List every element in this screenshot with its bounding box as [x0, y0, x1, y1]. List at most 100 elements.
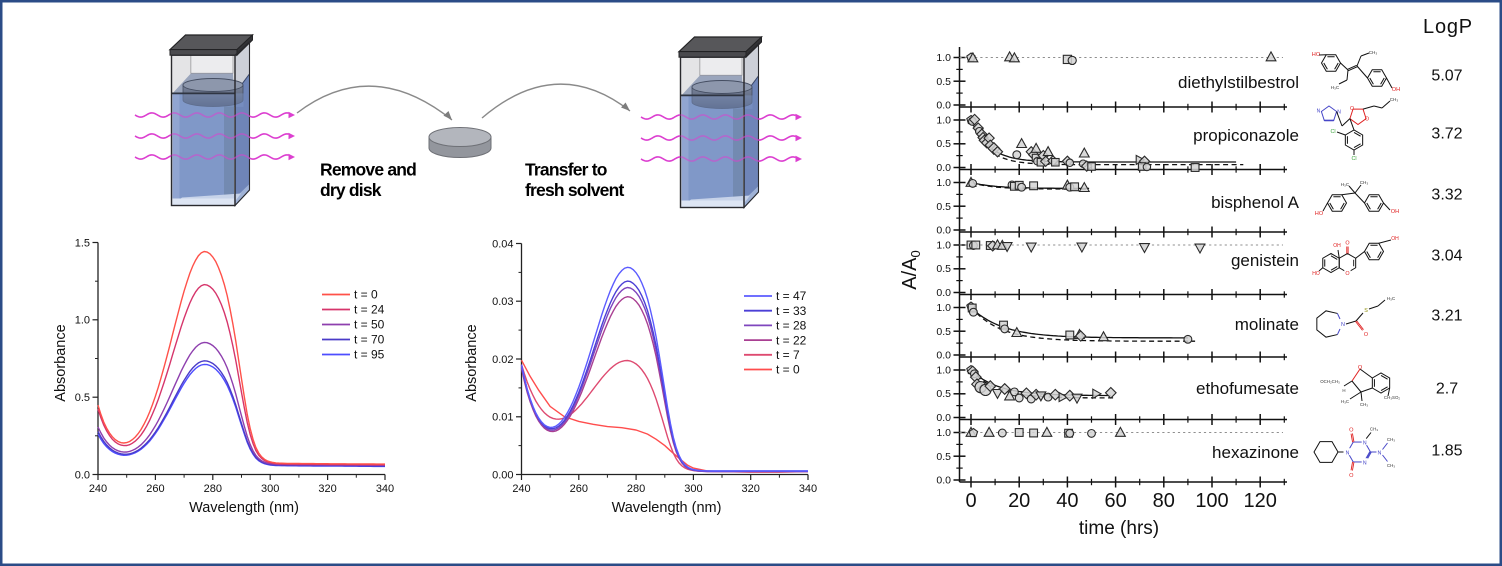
- svg-text:CH₃: CH₃: [1387, 463, 1395, 468]
- svg-text:dry disk: dry disk: [320, 180, 382, 200]
- svg-text:0.0: 0.0: [936, 100, 951, 112]
- svg-text:O: O: [1349, 473, 1354, 479]
- svg-text:0.5: 0.5: [936, 326, 951, 338]
- svg-text:0.5: 0.5: [936, 263, 951, 275]
- svg-text:OCH₂CH₃: OCH₂CH₃: [1320, 379, 1340, 384]
- svg-text:0.5: 0.5: [936, 76, 951, 88]
- svg-text:H₃C: H₃C: [1331, 85, 1340, 90]
- svg-text:t = 47: t = 47: [776, 289, 807, 303]
- svg-text:ethofumesate: ethofumesate: [1196, 379, 1299, 398]
- svg-text:OH: OH: [1391, 236, 1399, 242]
- svg-text:CH₃: CH₃: [1369, 50, 1378, 55]
- svg-text:t = 0: t = 0: [354, 288, 378, 302]
- svg-text:320: 320: [742, 483, 760, 495]
- svg-text:240: 240: [512, 483, 530, 495]
- svg-text:O: O: [1365, 117, 1369, 123]
- svg-text:molinate: molinate: [1235, 315, 1299, 334]
- svg-text:t = 28: t = 28: [776, 319, 807, 333]
- svg-text:20: 20: [1008, 490, 1030, 512]
- svg-text:Cl: Cl: [1351, 156, 1356, 162]
- svg-text:hexazinone: hexazinone: [1212, 443, 1299, 462]
- svg-text:1.0: 1.0: [936, 302, 951, 314]
- svg-text:0.04: 0.04: [492, 238, 513, 250]
- svg-text:N: N: [1337, 110, 1341, 116]
- svg-text:0.5: 0.5: [936, 451, 951, 463]
- svg-text:OH: OH: [1392, 87, 1400, 93]
- svg-text:CH₃: CH₃: [1387, 437, 1395, 442]
- svg-text:3.04: 3.04: [1431, 248, 1462, 265]
- svg-text:280: 280: [627, 483, 645, 495]
- svg-text:OH: OH: [1333, 243, 1341, 249]
- svg-text:0.0: 0.0: [936, 162, 951, 174]
- svg-text:3.72: 3.72: [1431, 126, 1462, 143]
- svg-text:O: O: [1349, 428, 1354, 434]
- svg-text:t = 70: t = 70: [354, 333, 385, 347]
- svg-text:3.32: 3.32: [1431, 187, 1462, 204]
- svg-text:0.01: 0.01: [492, 412, 513, 424]
- svg-text:O: O: [1358, 365, 1363, 371]
- svg-text:O: O: [1345, 241, 1349, 247]
- svg-text:260: 260: [570, 483, 588, 495]
- svg-text:1.85: 1.85: [1431, 443, 1462, 460]
- svg-text:O: O: [1345, 271, 1349, 277]
- svg-text:t = 33: t = 33: [776, 304, 807, 318]
- svg-text:t = 24: t = 24: [354, 303, 385, 317]
- svg-text:CH₃: CH₃: [1370, 427, 1378, 432]
- svg-text:120: 120: [1244, 490, 1277, 512]
- svg-text:5.07: 5.07: [1431, 68, 1462, 85]
- svg-text:N: N: [1363, 440, 1367, 446]
- svg-text:fresh solvent: fresh solvent: [525, 180, 624, 200]
- svg-text:genistein: genistein: [1231, 251, 1299, 270]
- svg-text:320: 320: [318, 483, 336, 495]
- svg-text:40: 40: [1056, 490, 1078, 512]
- svg-text:t = 95: t = 95: [354, 348, 385, 362]
- svg-text:CH₃: CH₃: [1360, 402, 1368, 407]
- svg-text:1.0: 1.0: [936, 52, 951, 64]
- svg-text:HO: HO: [1315, 211, 1324, 217]
- svg-text:1.0: 1.0: [75, 315, 90, 327]
- svg-text:0: 0: [965, 490, 976, 512]
- svg-text:Absorbance: Absorbance: [464, 324, 480, 401]
- svg-text:LogP: LogP: [1423, 16, 1473, 38]
- svg-text:N: N: [1317, 109, 1321, 115]
- svg-text:300: 300: [684, 483, 702, 495]
- svg-text:N: N: [1363, 460, 1367, 466]
- svg-text:60: 60: [1104, 490, 1126, 512]
- svg-text:H₃C: H₃C: [1341, 182, 1350, 187]
- svg-text:t = 7: t = 7: [776, 348, 800, 362]
- svg-text:1.0: 1.0: [936, 177, 951, 189]
- svg-text:Cl: Cl: [1330, 129, 1335, 135]
- svg-text:S: S: [1364, 308, 1368, 314]
- svg-text:H₃C: H₃C: [1341, 399, 1349, 404]
- svg-text:CH₃: CH₃: [1360, 180, 1369, 185]
- svg-text:Absorbance: Absorbance: [53, 324, 69, 401]
- svg-text:O: O: [1350, 106, 1354, 112]
- svg-text:A/A0: A/A0: [899, 250, 923, 289]
- svg-text:0.0: 0.0: [936, 412, 951, 424]
- svg-text:N: N: [1346, 450, 1350, 456]
- svg-text:OH: OH: [1391, 209, 1399, 215]
- svg-text:CH₃: CH₃: [1390, 97, 1399, 102]
- svg-text:340: 340: [376, 483, 394, 495]
- svg-text:N: N: [1341, 322, 1345, 328]
- svg-text:HO: HO: [1312, 271, 1320, 277]
- svg-text:Wavelength (nm): Wavelength (nm): [612, 500, 722, 516]
- svg-text:t = 22: t = 22: [776, 333, 807, 347]
- svg-text:2.7: 2.7: [1436, 381, 1458, 398]
- svg-text:Transfer to: Transfer to: [525, 160, 607, 180]
- svg-text:280: 280: [204, 483, 222, 495]
- svg-text:propiconazole: propiconazole: [1193, 126, 1299, 145]
- svg-text:1.5: 1.5: [75, 237, 90, 249]
- svg-text:340: 340: [799, 483, 817, 495]
- svg-text:240: 240: [89, 483, 107, 495]
- svg-text:0.5: 0.5: [75, 392, 90, 404]
- svg-text:0.5: 0.5: [936, 201, 951, 213]
- svg-text:0.0: 0.0: [936, 350, 951, 362]
- svg-text:0.5: 0.5: [936, 138, 951, 150]
- svg-text:0.02: 0.02: [492, 354, 513, 366]
- svg-text:0.0: 0.0: [936, 225, 951, 237]
- svg-text:0.0: 0.0: [936, 475, 951, 487]
- svg-text:CH₃SO₂: CH₃SO₂: [1384, 395, 1400, 400]
- svg-text:Wavelength (nm): Wavelength (nm): [189, 500, 299, 516]
- svg-text:t = 50: t = 50: [354, 318, 385, 332]
